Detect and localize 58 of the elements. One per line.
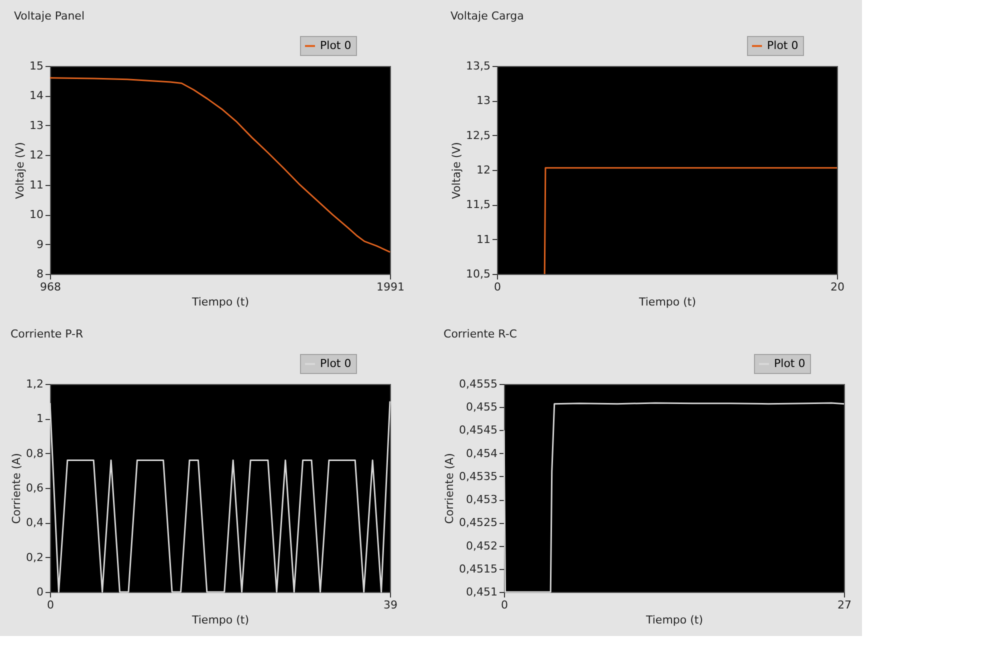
y-tick-label: 11,5 [466, 198, 490, 212]
y-tick-label: 13 [30, 118, 44, 132]
y-tick-label: 0,455 [466, 400, 498, 414]
y-tick-label: 0,4555 [459, 378, 498, 390]
y-tick-label: 0,8 [26, 446, 44, 460]
y-tick-label: 12 [476, 164, 490, 176]
y-axis-title: Voltaje (V) [14, 142, 27, 199]
x-tick-label: 0 [47, 598, 54, 612]
y-tick-label: 11 [476, 232, 490, 246]
legend-label: Plot 0 [774, 357, 806, 370]
y-tick-label: 14 [30, 89, 44, 102]
x-tick-label: 20 [830, 280, 844, 294]
y-tick-label: 0,4 [26, 516, 44, 530]
y-tick-label: 9 [36, 238, 44, 251]
y-tick-label: 15 [30, 60, 44, 72]
y-tick-label: 0 [36, 586, 44, 598]
y-tick-label: 0,6 [26, 482, 44, 494]
y-tick-label: 10,5 [466, 268, 490, 280]
y-tick-label: 0,453 [466, 493, 498, 506]
y-tick-label: 0,2 [26, 550, 44, 564]
x-axis-title: Tiempo (t) [190, 614, 250, 626]
line-series [49, 400, 391, 593]
y-tick-label: 12,5 [466, 128, 490, 142]
y-tick-label: 8 [36, 268, 44, 280]
y-axis-title: Corriente (A) [443, 453, 456, 524]
x-tick-label: 39 [384, 598, 398, 612]
y-axis-title: Corriente (A) [10, 453, 24, 524]
y-tick-label: 0,454 [466, 446, 498, 460]
x-tick-label: 0 [501, 598, 508, 612]
legend-label: Plot 0 [320, 39, 352, 52]
y-tick-label: 1 [36, 412, 44, 426]
x-axis-title: Tiempo (t) [638, 296, 696, 308]
line-series [503, 402, 845, 593]
y-tick-label: 0,4535 [459, 470, 498, 483]
chart-title: Voltaje Carga [450, 10, 524, 22]
y-tick-label: 0,452 [466, 539, 498, 552]
y-axis-title: Voltaje (V) [450, 142, 464, 199]
x-tick-label: 27 [838, 598, 852, 612]
x-tick-label: 1991 [376, 280, 404, 294]
y-tick-label: 13,5 [466, 60, 490, 72]
y-tick-label: 10 [30, 208, 44, 222]
chart-title: Voltaje Panel [14, 10, 85, 22]
y-tick-label: 0,451 [466, 586, 498, 598]
x-tick-label: 968 [40, 280, 61, 294]
y-tick-label: 1,2 [26, 378, 44, 390]
y-tick-label: 0,4545 [459, 424, 498, 437]
legend-label: Plot 0 [767, 39, 798, 52]
y-tick-label: 12 [30, 148, 44, 162]
line-series [49, 77, 391, 253]
y-tick-label: 0,4525 [459, 516, 498, 530]
x-axis-title: Tiempo (t) [190, 296, 250, 308]
y-tick-label: 13 [476, 94, 490, 108]
chart-title: Corriente P-R [10, 328, 84, 340]
x-axis-title: Tiempo (t) [644, 614, 704, 626]
y-tick-label: 11 [30, 178, 44, 192]
chart-title: Corriente R-C [444, 328, 518, 340]
y-tick-label: 0,4515 [459, 562, 498, 576]
legend-label: Plot 0 [320, 357, 352, 370]
